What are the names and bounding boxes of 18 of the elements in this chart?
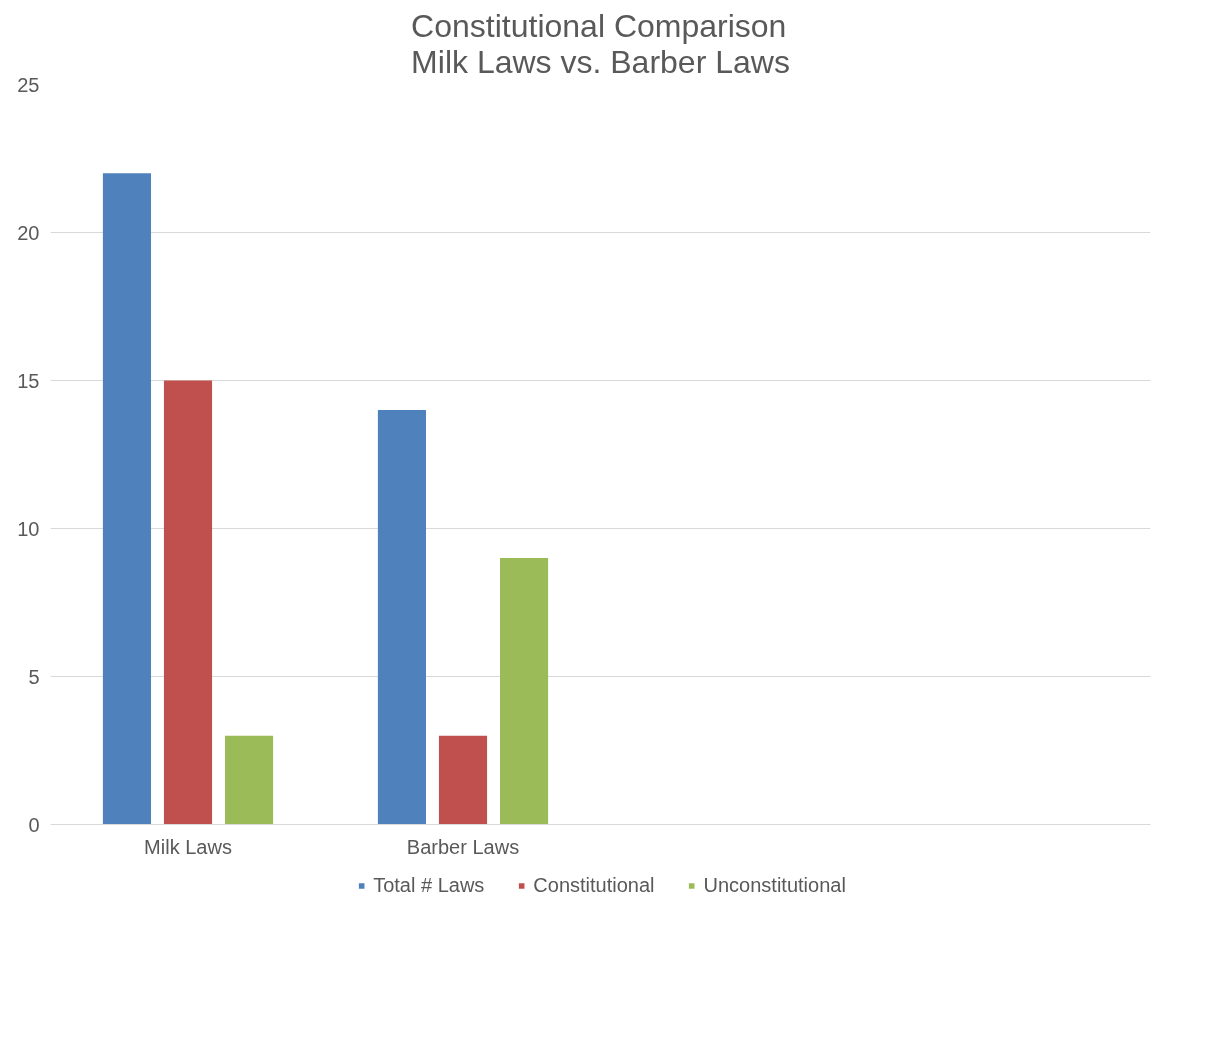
- legend-label: Unconstitutional: [703, 873, 846, 897]
- y-tick-label: 5: [28, 665, 40, 688]
- chart-title: Constitutional Comparison Milk Laws vs. Barber Laws: [411, 7, 790, 80]
- bar: [163, 380, 213, 825]
- y-tick-label: 10: [17, 517, 40, 540]
- legend-label: Total # Laws: [373, 873, 485, 897]
- y-tick-label: 0: [28, 813, 40, 836]
- y-tick-label: 20: [17, 221, 40, 244]
- x-tick-label: Barber Laws: [406, 835, 520, 858]
- bar: [224, 735, 274, 825]
- y-tick-label: 25: [17, 73, 40, 96]
- bar: [438, 735, 488, 825]
- bar: [377, 410, 427, 825]
- legend-label: Constitutional: [533, 873, 655, 897]
- bar: [499, 558, 549, 825]
- y-tick-label: 15: [17, 369, 40, 392]
- x-tick-label: Milk Laws: [144, 835, 232, 858]
- bar: [102, 173, 152, 825]
